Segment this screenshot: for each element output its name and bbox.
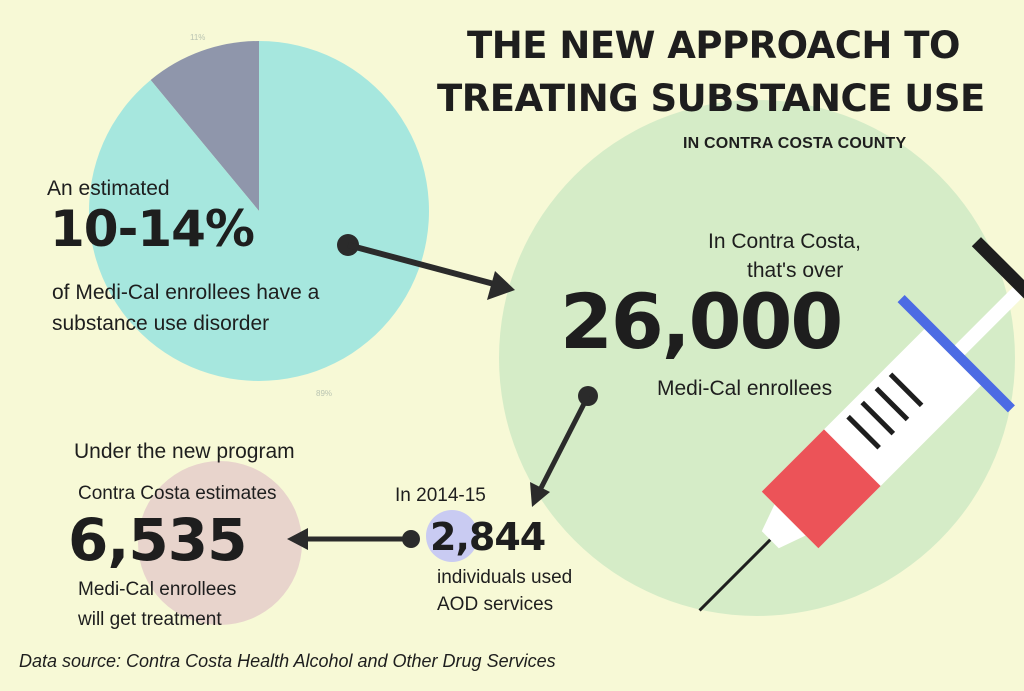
arrow-icon xyxy=(337,234,515,300)
program-lead: Contra Costa estimates xyxy=(78,483,277,504)
syringe-icon xyxy=(698,237,1024,612)
pie-label-small: 11% xyxy=(190,33,205,42)
pie-label-large: 89% xyxy=(316,389,332,398)
county-lead-2: that's over xyxy=(747,259,844,282)
title-line-1: THE NEW APPROACH TO xyxy=(467,24,960,67)
past-circle xyxy=(426,510,478,562)
pie-slice xyxy=(150,41,259,211)
estimate-lead: An estimated xyxy=(47,177,170,200)
county-lead-1: In Contra Costa, xyxy=(708,230,861,253)
program-circle xyxy=(138,461,302,625)
past-desc-2: AOD services xyxy=(437,594,554,615)
past-desc-1: individuals used xyxy=(437,567,573,588)
subtitle: IN CONTRA COSTA COUNTY xyxy=(683,135,907,152)
program-desc-1: Medi-Cal enrollees xyxy=(78,579,237,600)
past-value: 2,844 xyxy=(430,515,546,559)
arrow-icon xyxy=(530,386,598,507)
pie-chart xyxy=(88,41,429,381)
program-desc-2: will get treatment xyxy=(78,609,222,630)
data-source: Data source: Contra Costa Health Alcohol… xyxy=(19,651,556,671)
county-desc: Medi-Cal enrollees xyxy=(657,377,833,400)
program-heading: Under the new program xyxy=(74,440,295,463)
program-value: 6,535 xyxy=(68,506,247,574)
arrow-icon xyxy=(287,528,420,550)
pie-slice xyxy=(88,41,429,381)
past-lead: In 2014-15 xyxy=(395,485,486,506)
estimate-desc-1: of Medi-Cal enrollees have a xyxy=(52,281,320,304)
estimate-desc-2: substance use disorder xyxy=(52,312,270,335)
title-line-2: TREATING SUBSTANCE USE xyxy=(437,77,985,120)
county-value: 26,000 xyxy=(560,277,843,366)
estimate-value: 10-14% xyxy=(50,200,255,258)
county-circle xyxy=(499,100,1015,616)
